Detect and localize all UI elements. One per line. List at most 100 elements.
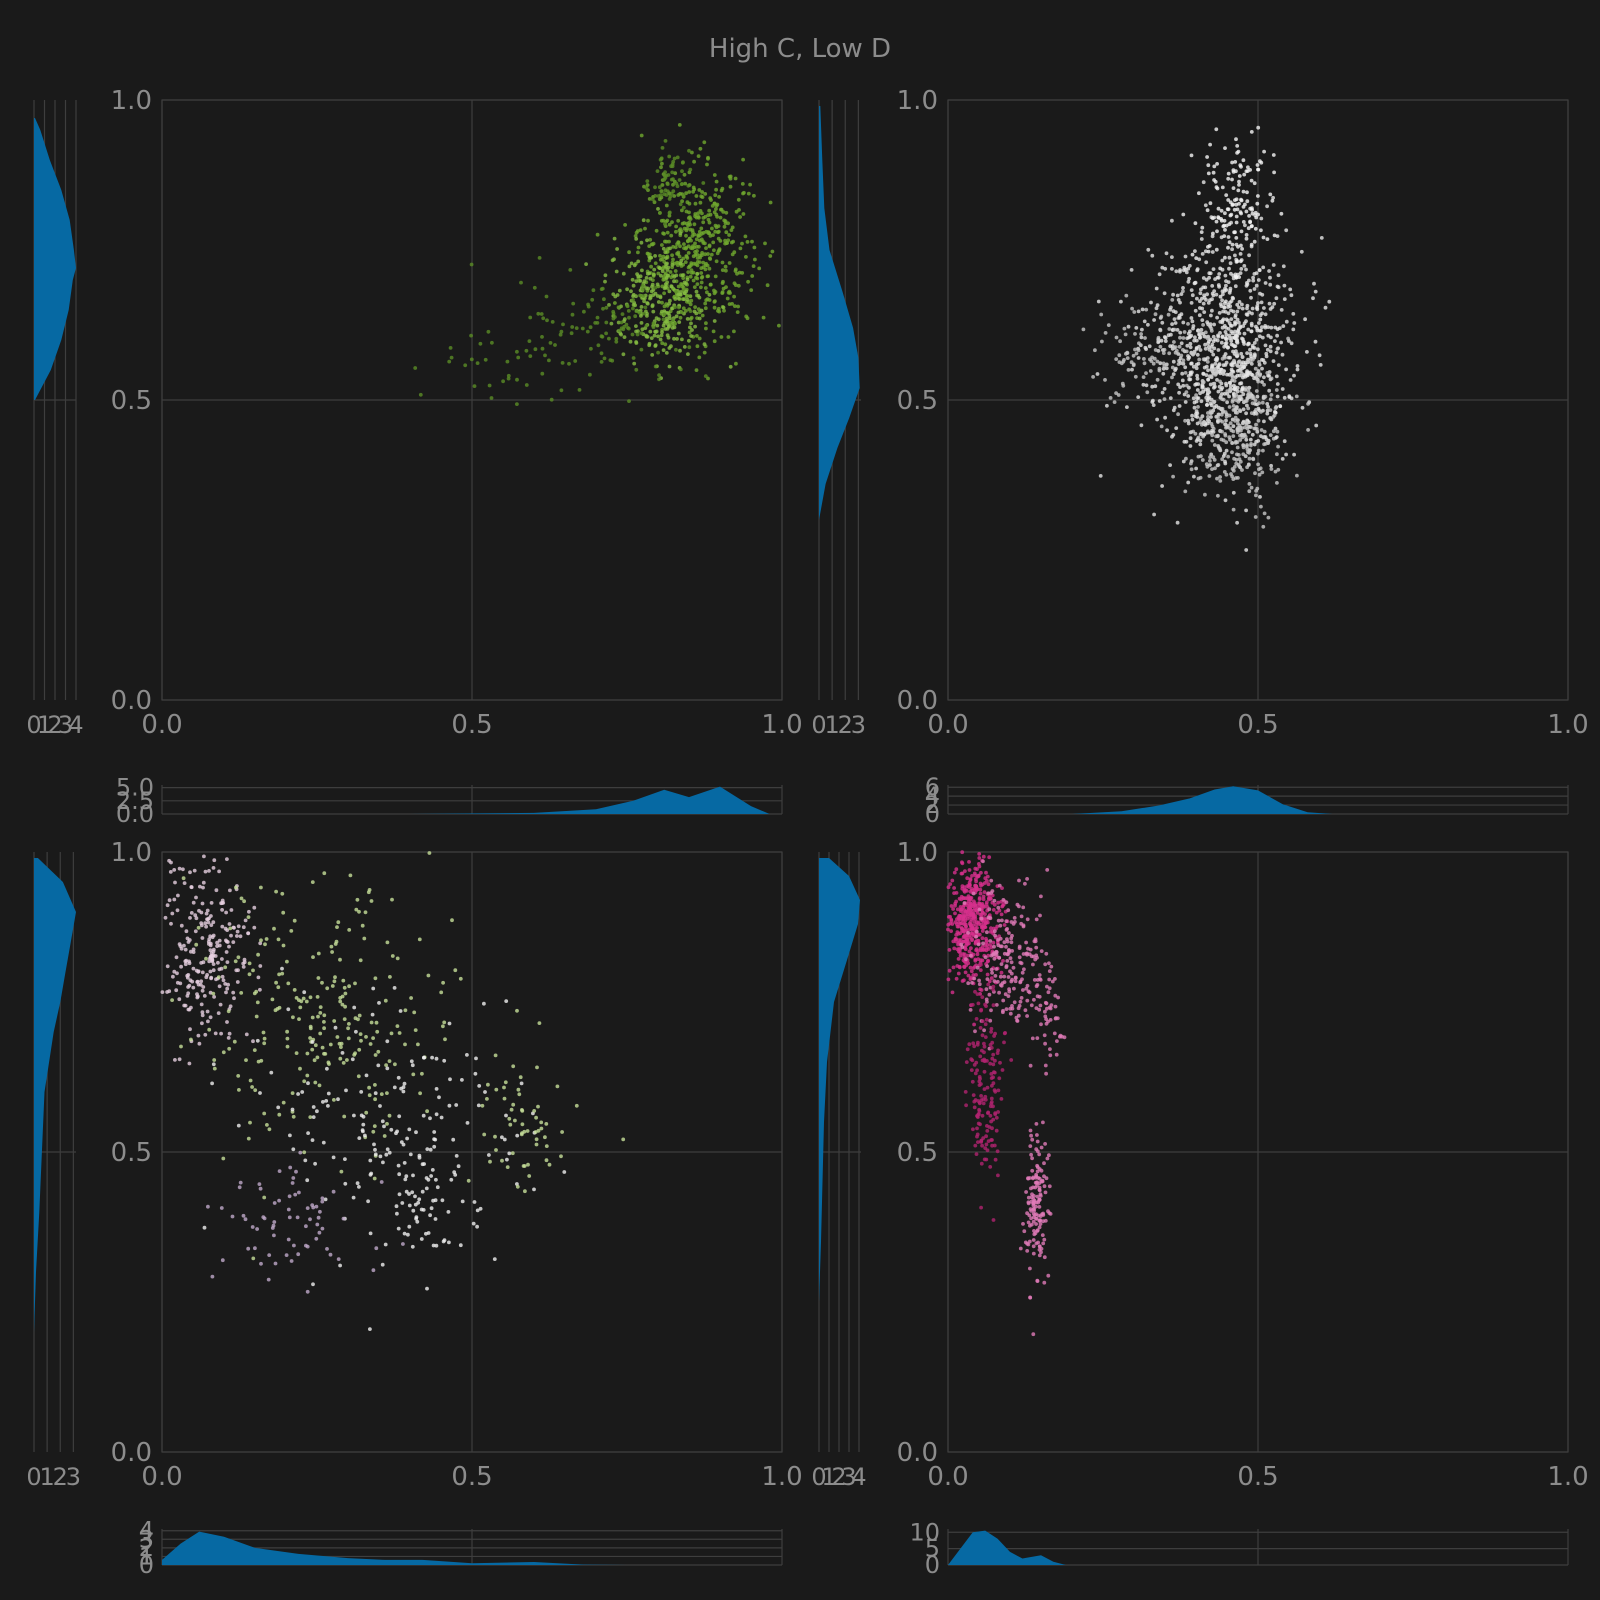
scatter-point bbox=[374, 1020, 379, 1025]
scatter-point bbox=[1212, 164, 1217, 169]
scatter-point bbox=[967, 921, 972, 926]
scatter-point bbox=[981, 1101, 986, 1106]
marginal-tick-label: 4 bbox=[925, 782, 940, 810]
scatter-point bbox=[194, 942, 199, 947]
scatter-point bbox=[1046, 1273, 1051, 1278]
scatter-point bbox=[298, 1066, 302, 1071]
y-tick-label: 1.0 bbox=[897, 838, 938, 868]
scatter-point bbox=[991, 984, 996, 989]
scatter-point bbox=[708, 196, 713, 201]
scatter-point bbox=[717, 195, 721, 199]
scatter-point bbox=[1246, 165, 1250, 170]
scatter-point bbox=[1218, 266, 1223, 271]
scatter-point bbox=[1242, 172, 1247, 177]
scatter-point bbox=[671, 257, 675, 262]
scatter-point bbox=[191, 900, 196, 905]
scatter-point bbox=[993, 974, 998, 978]
scatter-point bbox=[226, 1009, 231, 1014]
scatter-point bbox=[1268, 349, 1273, 354]
scatter-point bbox=[407, 1127, 412, 1132]
scatter-point bbox=[725, 296, 730, 301]
scatter-point bbox=[692, 222, 697, 227]
scatter-point bbox=[298, 1005, 303, 1010]
scatter-point bbox=[1189, 153, 1194, 158]
scatter-point bbox=[1215, 315, 1219, 320]
scatter-point bbox=[1200, 318, 1205, 322]
scatter-point bbox=[969, 946, 973, 951]
scatter-point bbox=[341, 978, 346, 983]
scatter-point bbox=[227, 922, 232, 926]
scatter-point bbox=[1235, 317, 1240, 322]
scatter-point bbox=[974, 929, 979, 934]
scatter-point bbox=[984, 987, 989, 992]
scatter-point bbox=[458, 1243, 463, 1248]
scatter-point bbox=[1241, 392, 1246, 397]
scatter-point bbox=[239, 896, 244, 901]
scatter-point bbox=[613, 315, 617, 319]
scatter-point bbox=[604, 331, 608, 336]
scatter-point bbox=[181, 876, 186, 881]
scatter-point bbox=[1001, 959, 1005, 963]
scatter-point bbox=[954, 867, 959, 872]
scatter-point bbox=[340, 994, 345, 999]
scatter-point bbox=[1202, 293, 1206, 298]
scatter-point bbox=[397, 1031, 402, 1035]
scatter-point bbox=[1053, 977, 1057, 981]
scatter-point bbox=[410, 1190, 415, 1195]
scatter-point bbox=[193, 913, 198, 918]
scatter-point bbox=[1268, 282, 1273, 287]
scatter-point bbox=[1184, 270, 1189, 275]
scatter-point bbox=[664, 203, 669, 208]
y-tick-label: 0.5 bbox=[897, 1138, 938, 1168]
scatter-point bbox=[668, 270, 673, 274]
scatter-point bbox=[673, 321, 678, 326]
scatter-point bbox=[639, 305, 644, 309]
scatter-point bbox=[1219, 393, 1223, 398]
scatter-point bbox=[1240, 421, 1245, 426]
scatter-point bbox=[653, 291, 658, 296]
scatter-point bbox=[306, 1131, 310, 1135]
scatter-point bbox=[985, 977, 990, 981]
scatter-point bbox=[582, 309, 586, 314]
scatter-point bbox=[241, 1213, 246, 1218]
scatter-point bbox=[1189, 351, 1194, 355]
scatter-point bbox=[604, 305, 609, 310]
scatter-point bbox=[259, 885, 263, 890]
scatter-point bbox=[1193, 280, 1198, 285]
scatter-point bbox=[1206, 249, 1211, 254]
scatter-point bbox=[946, 885, 951, 890]
x-marginal-density: 0.02.55.0 bbox=[116, 774, 783, 828]
scatter-point bbox=[969, 1068, 974, 1072]
scatter-point bbox=[687, 338, 691, 343]
scatter-point bbox=[447, 1103, 452, 1108]
y-tick-label: 0.5 bbox=[111, 1138, 152, 1168]
scatter-point bbox=[662, 309, 667, 313]
scatter-point bbox=[177, 866, 182, 871]
scatter-point bbox=[1043, 1041, 1047, 1046]
scatter-point bbox=[1123, 332, 1128, 337]
scatter-point bbox=[1216, 215, 1221, 220]
scatter-point bbox=[680, 273, 685, 278]
scatter-point bbox=[656, 207, 660, 211]
scatter-point bbox=[677, 178, 682, 182]
scatter-point bbox=[1029, 954, 1034, 959]
scatter-point bbox=[473, 1071, 478, 1076]
scatter-point bbox=[1144, 371, 1148, 375]
scatter-point bbox=[630, 332, 635, 337]
scatter-point bbox=[1154, 286, 1159, 291]
scatter-point bbox=[1176, 382, 1181, 387]
scatter-point bbox=[179, 964, 184, 969]
scatter-point bbox=[1206, 411, 1210, 415]
scatter-point bbox=[653, 330, 658, 334]
scatter-point bbox=[329, 944, 334, 949]
scatter-point bbox=[535, 1065, 539, 1070]
scatter-point bbox=[284, 1253, 289, 1257]
scatter-point bbox=[1228, 389, 1232, 394]
scatter-point bbox=[430, 1055, 434, 1060]
scatter-point bbox=[207, 959, 212, 964]
scatter-point bbox=[374, 1246, 379, 1251]
scatter-point bbox=[246, 1246, 251, 1251]
scatter-point bbox=[361, 1122, 366, 1127]
scatter-point bbox=[1318, 363, 1323, 367]
scatter-point bbox=[1007, 931, 1011, 935]
